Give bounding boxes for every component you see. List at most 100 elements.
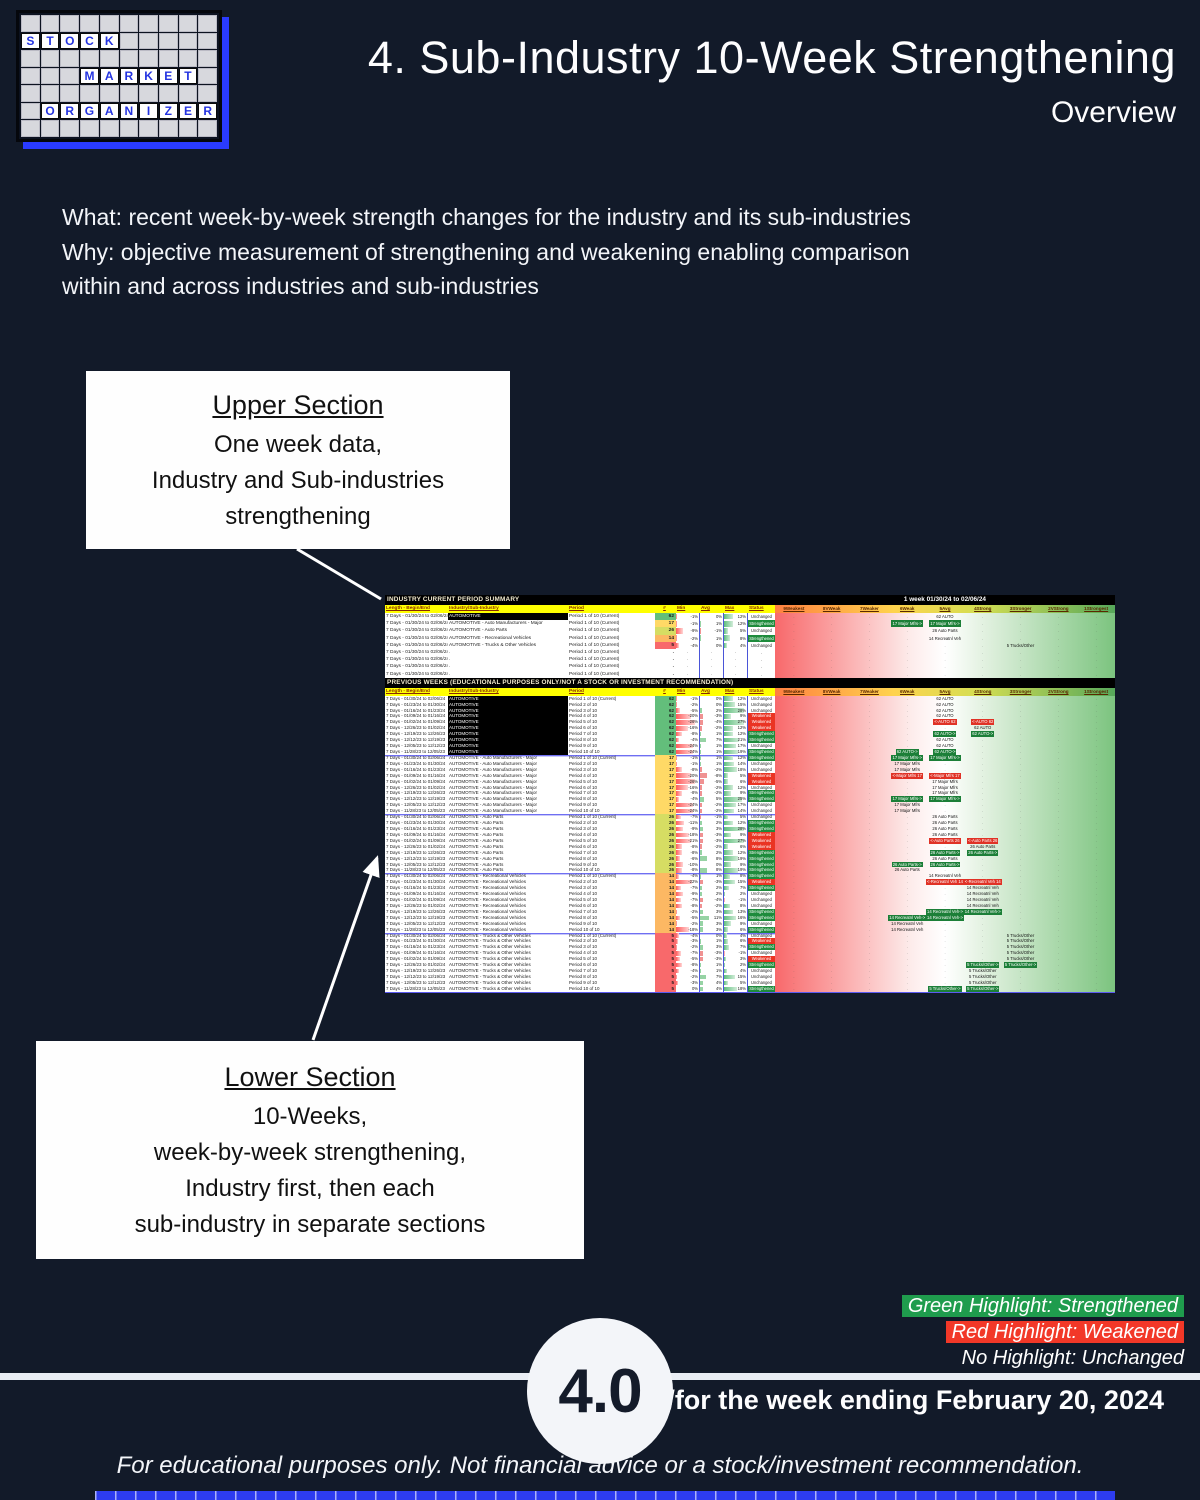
- status-chip: Unchanged: [751, 642, 772, 648]
- status-chip: Strengthened: [748, 796, 775, 803]
- cell-max: 15%: [724, 974, 748, 980]
- strength-dot: .: [868, 825, 871, 831]
- data-bar: [700, 956, 703, 962]
- strength-pill-label: 17 Major Mfrs: [894, 766, 921, 772]
- cell-industry: AUTOMOTIVE - Recreational Vehicles: [449, 902, 526, 908]
- strength-pill: 17 Major Mfrs->: [926, 796, 964, 803]
- strength-dot: .: [982, 754, 984, 760]
- spreadsheet: INDUSTRY CURRENT PERIOD SUMMARY 1 week 0…: [385, 595, 1115, 993]
- data-bar: [700, 708, 702, 713]
- strength-dot: .: [1020, 743, 1022, 749]
- cell-min: -8%: [676, 962, 700, 969]
- strength-dot: .: [868, 855, 871, 861]
- strength-dot: .: [982, 956, 984, 962]
- cell-status: Strengthened: [748, 634, 775, 642]
- status-chip: Unchanged: [751, 974, 772, 980]
- logo-letter-tile: A: [99, 102, 119, 120]
- cell-avg: 1%: [700, 968, 724, 975]
- strength-dots: .........: [775, 761, 1115, 767]
- data-bar: [724, 613, 733, 620]
- sheet-row: 7 Days - 01/02/24 to 01/09/24 AUTOMOTIVE …: [385, 897, 1115, 903]
- cell-industry: AUTOMOTIVE: [448, 707, 568, 714]
- cell-status: Strengthened: [748, 926, 775, 933]
- cell-value: 1%: [715, 873, 722, 879]
- strength-dot: .: [982, 867, 984, 873]
- cell-min: -9%: [676, 627, 700, 635]
- cell-length: 7 Days - 01/30/24 to 02/06/24: [386, 814, 446, 820]
- strength-dot: .: [1057, 920, 1059, 926]
- cell-period: Period 4 of 10: [569, 772, 598, 778]
- strength-dot: .: [868, 920, 871, 926]
- strength-dot: .: [1095, 820, 1097, 826]
- data-bar: [700, 974, 706, 980]
- strength-pill: 62 AUTO: [926, 702, 964, 708]
- logo-tile: [80, 15, 99, 32]
- data-bar: [724, 761, 735, 767]
- strength-pill-label: 17 Major Mfrs->: [929, 754, 961, 761]
- data-bar: [700, 743, 701, 749]
- cell-status: Strengthened: [748, 825, 775, 832]
- strength-dot: .: [944, 825, 946, 831]
- cell-max: 17%: [724, 802, 748, 809]
- cell-period: Period 1 of 10 (Current): [569, 932, 617, 938]
- status-chip: Strengthened: [748, 731, 775, 738]
- cell-period: Period 8 of 10: [569, 855, 598, 861]
- data-bar: [676, 862, 684, 867]
- strength-dot: .: [868, 671, 871, 677]
- cell-min: -2%: [676, 908, 700, 915]
- cell-value: -5%: [690, 956, 698, 962]
- strength-dot: .: [831, 719, 833, 725]
- cell-length: 7 Days - 01/16/24 to 01/23/24: [386, 944, 446, 950]
- strength-pill: 5 Trucks/Other: [964, 968, 1002, 974]
- cell-min: -21%: [676, 837, 700, 844]
- strength-dot: .: [944, 713, 946, 719]
- cell-count: 14: [655, 873, 676, 880]
- data-bar: [676, 838, 692, 844]
- strength-dots: .........: [775, 737, 1115, 743]
- strength-pill-label: 62 AUTO->: [933, 748, 957, 755]
- cell-industry: AUTOMOTIVE - Recreational Vehicles: [449, 897, 526, 903]
- cell-period: Period 1 of 10 (Current): [569, 642, 620, 648]
- cell-max: 4%: [724, 968, 748, 975]
- cell-count: 62: [655, 701, 676, 708]
- strength-dot: .: [982, 855, 984, 861]
- cell-count: 62: [655, 695, 676, 702]
- data-bar: [676, 708, 680, 713]
- cell-value: 8%: [739, 873, 746, 879]
- data-bar: [700, 879, 703, 885]
- strength-pill: 26 Auto Parts->: [964, 849, 1002, 856]
- strength-dot: .: [1095, 701, 1097, 707]
- column-header: Min: [676, 687, 700, 696]
- cell-value: 14%: [737, 808, 746, 814]
- cell-length: 7 Days - 12/12/23 to 12/19/23: [386, 855, 446, 861]
- logo-tile: [178, 32, 198, 50]
- strength-dot: .: [1020, 974, 1022, 980]
- strength-pill-label: 14 Recreatnl Veh->: [963, 908, 1002, 915]
- strength-pill-label: 14 Recreatnl Veh: [928, 873, 962, 879]
- logo-tile: [80, 50, 99, 67]
- cell-value: -3%: [714, 950, 722, 956]
- strength-cells: ......... 62 AUTO: [775, 695, 1115, 702]
- data-bar: [724, 915, 736, 920]
- logo-tile: [158, 50, 178, 67]
- cell-value: 2%: [715, 891, 722, 897]
- cell-value: -2%: [690, 635, 698, 641]
- cell-max: 3%: [724, 956, 748, 963]
- status-chip: Unchanged: [751, 979, 772, 985]
- strength-dot: .: [831, 985, 833, 991]
- cell-count: 62: [655, 731, 676, 738]
- strength-dot: .: [906, 879, 908, 885]
- strength-pill: 17 Major Mfrs: [888, 761, 926, 767]
- cell-status: Strengthened: [748, 885, 775, 892]
- cell-count: 26: [655, 837, 676, 844]
- column-header: Max: [724, 687, 748, 696]
- cell-value: -1%: [690, 754, 698, 760]
- strength-dots: .........: [775, 938, 1115, 944]
- sheet-row: 7 Days - 11/28/23 to 12/05/23 AUTOMOTIVE …: [385, 867, 1115, 874]
- strength-pill: <-Major Mfrs 17: [888, 772, 926, 779]
- cell-avg: 0%: [700, 932, 724, 939]
- cell-industry: AUTOMOTIVE - Recreational Vehicles: [449, 914, 526, 920]
- sheet-row: 7 Days - 01/09/24 to 01/16/24 AUTOMOTIVE …: [385, 831, 1115, 838]
- status-chip: .: [760, 671, 763, 677]
